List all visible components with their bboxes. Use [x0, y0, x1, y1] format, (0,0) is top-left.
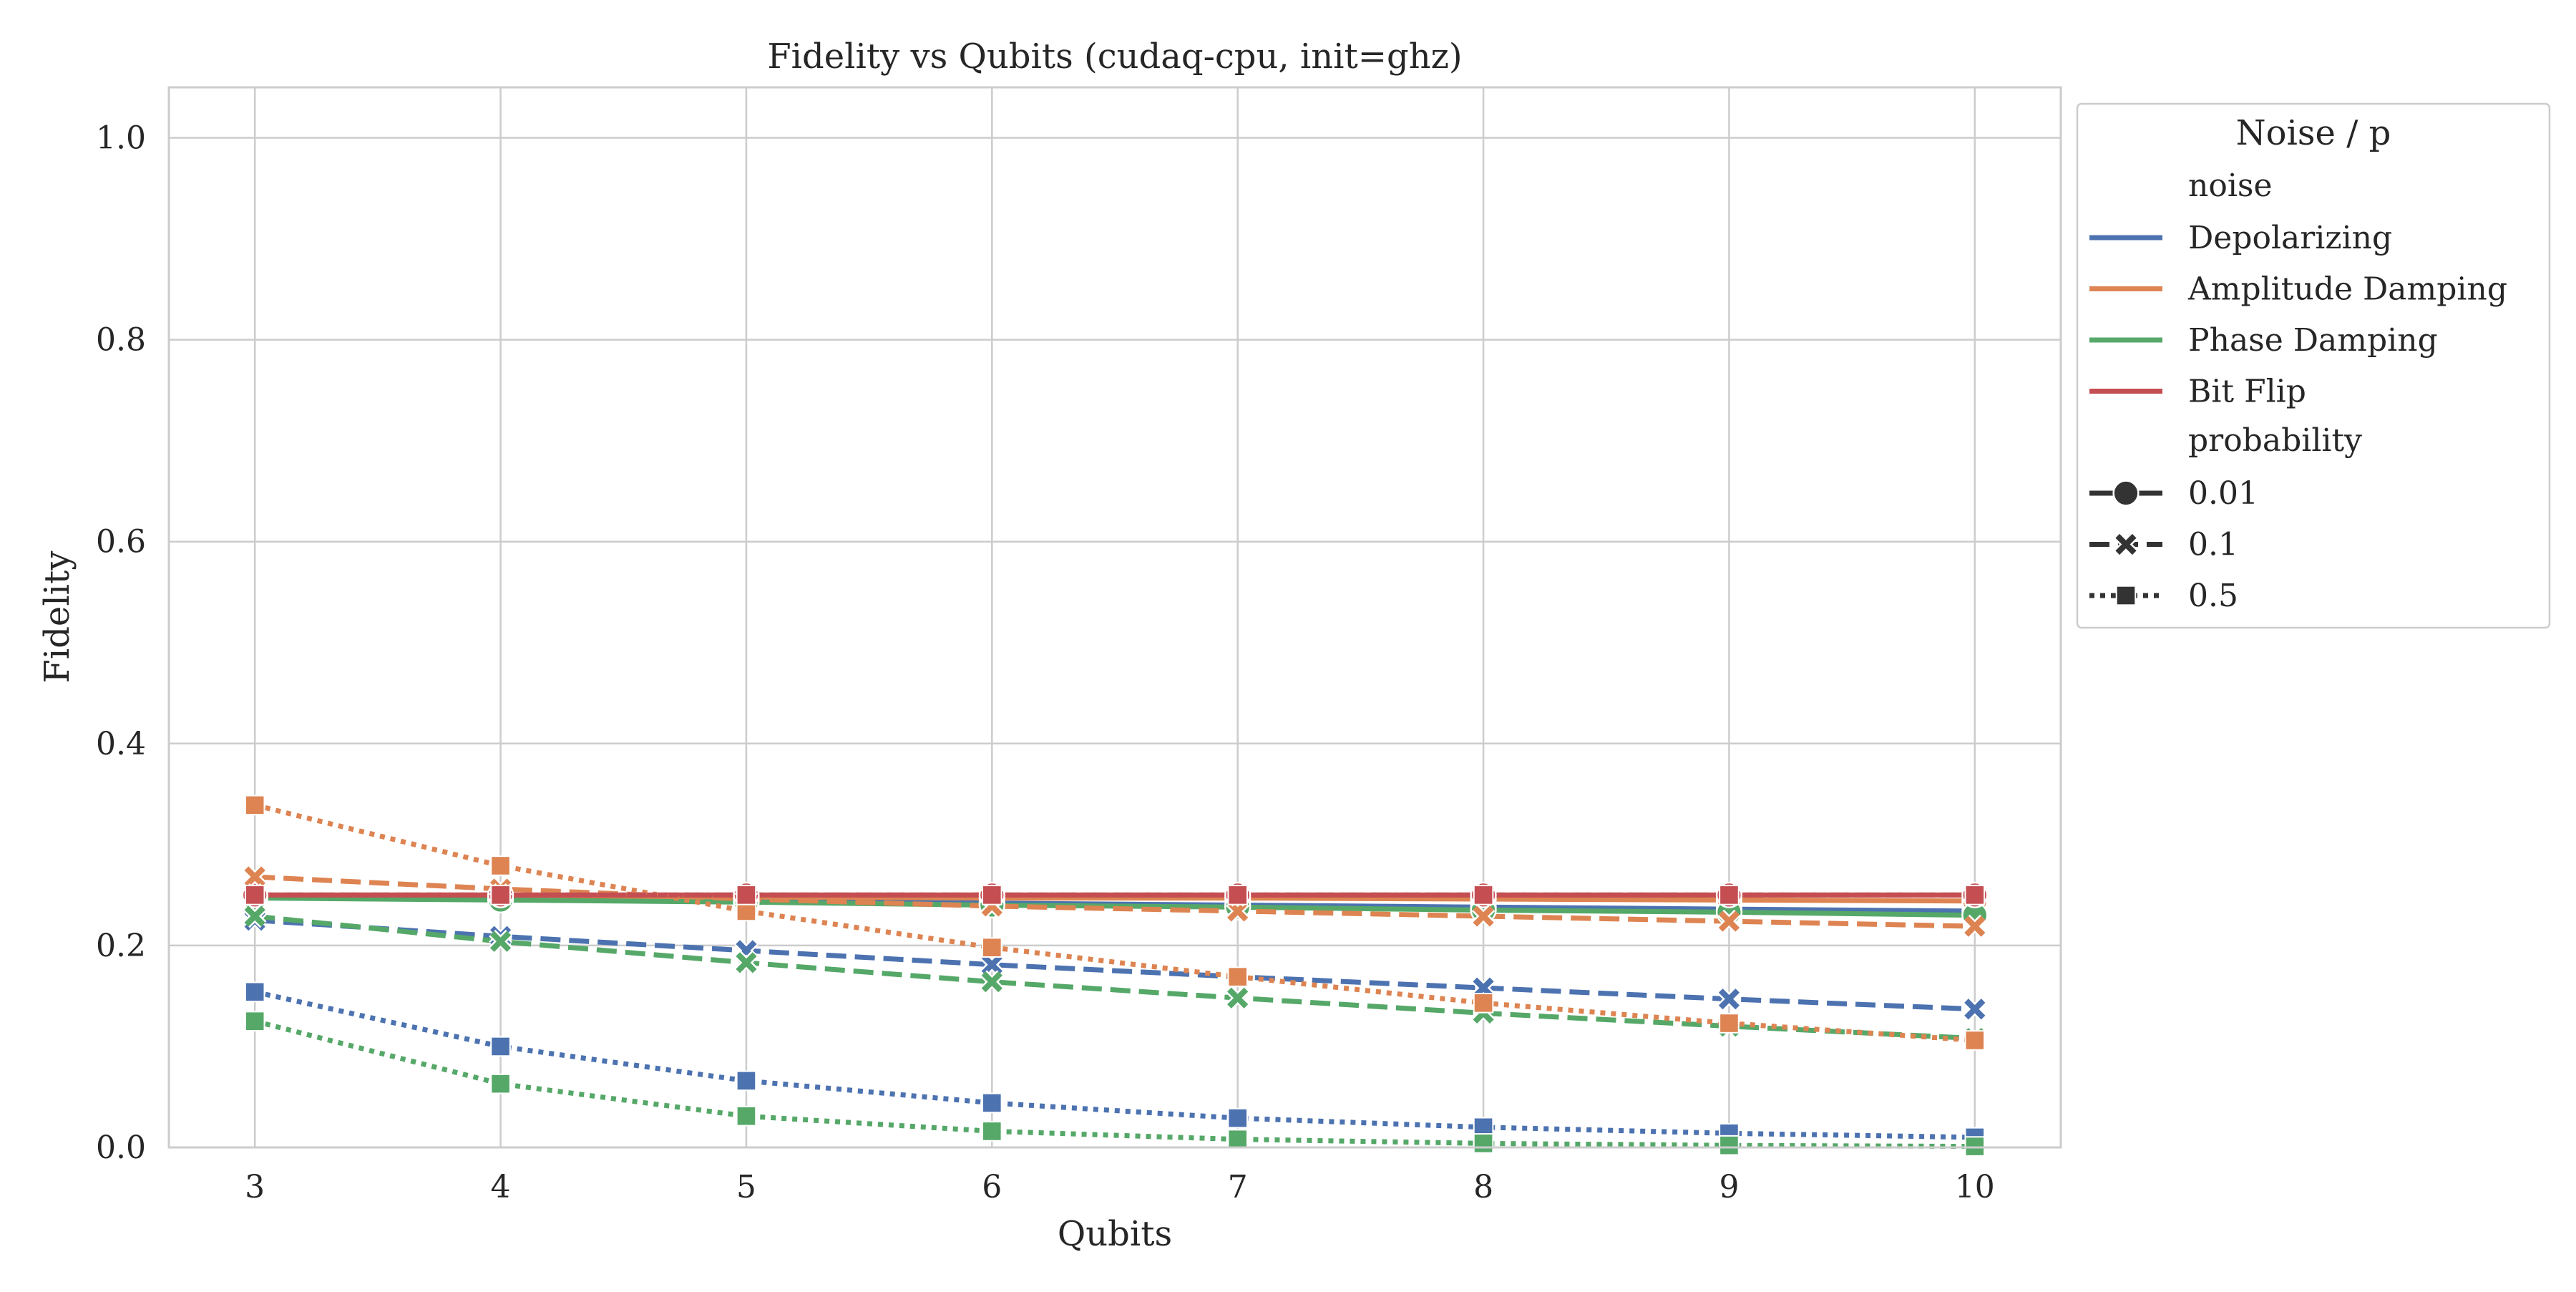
- y-tick-label: 0.8: [96, 322, 146, 359]
- legend-entries: Depolarizing Amplitude Damping Phase Dampi…: [2089, 220, 2507, 614]
- series-amplitude-damping-p0-1-line: [255, 874, 1975, 929]
- data-point: [734, 951, 758, 975]
- legend-label: Depolarizing: [2188, 220, 2392, 256]
- x-tick-label: 4: [491, 1169, 511, 1205]
- legend-item-p0-5: 0.5: [2089, 578, 2238, 614]
- y-tick-label: 0.4: [96, 726, 146, 762]
- data-point: [1227, 1107, 1248, 1129]
- data-point: [1719, 1013, 1740, 1034]
- legend-title: Noise / p: [2236, 113, 2391, 153]
- series-phase-damping-p0-5-line: [254, 1019, 1975, 1150]
- legend: Noise / p noise probability Depolarizing…: [2076, 102, 2551, 629]
- x-tick-label: 5: [736, 1169, 756, 1205]
- y-tick-label: 0.6: [96, 524, 146, 560]
- data-point: [982, 937, 1002, 958]
- x-tick-label: 9: [1719, 1169, 1739, 1205]
- data-point: [982, 1121, 1002, 1142]
- data-point: [736, 1105, 757, 1127]
- data-point: [490, 855, 511, 876]
- legend-item-bit-flip: Bit Flip: [2089, 374, 2306, 410]
- legend-item-p0-01: 0.01: [2089, 475, 2258, 512]
- data-point: [489, 929, 512, 953]
- series-amplitude-damping-p0-5-markers: [244, 795, 1986, 1051]
- data-point: [244, 795, 265, 816]
- legend-item-p0-1: 0.1: [2089, 527, 2238, 563]
- x-axis-label: Qubits: [1058, 1214, 1172, 1254]
- data-point: [1226, 986, 1250, 1010]
- legend-item-amplitude-damping: Amplitude Damping: [2089, 271, 2507, 308]
- data-point: [1473, 885, 1494, 905]
- data-point: [736, 885, 757, 905]
- legend-label: Amplitude Damping: [2187, 271, 2507, 308]
- legend-item-phase-damping: Phase Damping: [2089, 322, 2438, 359]
- data-point: [244, 885, 265, 905]
- data-point: [1227, 966, 1248, 987]
- plot-series: [241, 795, 1989, 1157]
- y-axis-label: Fidelity: [37, 551, 77, 684]
- legend-label: 0.1: [2188, 527, 2238, 563]
- x-tick-label: 6: [982, 1169, 1002, 1205]
- legend-box: [2076, 102, 2551, 629]
- y-tick-label: 0.2: [96, 928, 146, 964]
- legend-marker: [2112, 480, 2140, 507]
- data-point: [490, 1036, 511, 1057]
- data-point: [1227, 1129, 1248, 1150]
- data-point: [490, 1073, 511, 1094]
- legend-label: 0.5: [2188, 578, 2238, 614]
- legend-marker: [2114, 533, 2138, 556]
- data-point: [244, 1011, 265, 1031]
- data-point: [982, 1092, 1002, 1114]
- legend-label: 0.01: [2188, 475, 2258, 512]
- data-point: [243, 904, 267, 928]
- data-point: [1473, 1133, 1494, 1154]
- y-tick-label: 0.0: [96, 1130, 146, 1166]
- x-tick-label: 10: [1955, 1169, 1995, 1205]
- legend-item-depolarizing: Depolarizing: [2089, 220, 2392, 256]
- series-amplitude-damping-p0-5-line: [254, 802, 1976, 1043]
- data-point: [1963, 997, 1987, 1021]
- legend-label: Bit Flip: [2188, 374, 2306, 410]
- data-point: [1964, 885, 1986, 905]
- legend-label: Phase Damping: [2188, 322, 2438, 359]
- data-point: [1963, 914, 1987, 938]
- data-point: [1719, 885, 1740, 905]
- data-point: [982, 885, 1002, 905]
- data-point: [980, 953, 1004, 977]
- series-phase-damping-p0-1-line: [254, 913, 1975, 1041]
- data-point: [736, 1070, 757, 1092]
- series-phase-damping-p0-5-markers: [244, 1011, 1986, 1157]
- legend-marker: [2115, 585, 2137, 606]
- legend-noise-header: noise: [2188, 167, 2273, 204]
- data-point: [1719, 1135, 1740, 1156]
- data-point: [243, 865, 267, 889]
- data-point: [244, 981, 265, 1003]
- data-point: [1717, 909, 1741, 933]
- plot-frame: [167, 86, 2062, 1149]
- data-point: [1964, 1030, 1986, 1051]
- x-tick-label: 3: [245, 1169, 265, 1205]
- series-depolarizing-p0-5-line: [254, 989, 1975, 1140]
- data-point: [490, 885, 511, 905]
- series-bit-flip-p0-5-markers: [244, 885, 1986, 905]
- data-point: [1471, 904, 1496, 928]
- y-tick-label: 1.0: [96, 120, 146, 157]
- axis-ticks: 3 4 5 6 7 8 9 10 0.0 0.2 0.4 0.6 0.8 1.0: [96, 120, 1995, 1205]
- chart-title: Fidelity vs Qubits (cudaq-cpu, init=ghz): [767, 37, 1462, 77]
- x-tick-label: 7: [1228, 1169, 1248, 1205]
- data-point: [980, 970, 1004, 994]
- legend-probability-header: probability: [2188, 422, 2362, 459]
- data-point: [1227, 885, 1248, 905]
- series-depolarizing-p0-1-line: [254, 918, 1975, 1012]
- x-tick-label: 8: [1473, 1169, 1493, 1205]
- data-point: [1473, 993, 1494, 1014]
- data-point: [1717, 987, 1741, 1011]
